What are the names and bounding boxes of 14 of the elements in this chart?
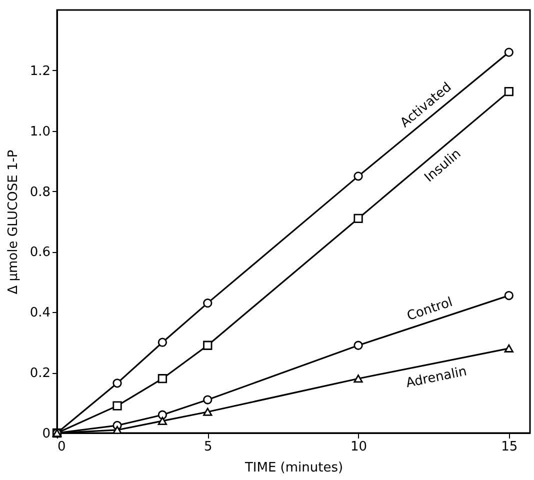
y-axis-title: Δ μmole GLUCOSE 1-P bbox=[6, 150, 21, 294]
x-tick-label: 10 bbox=[350, 440, 368, 454]
y-tick-label: 0.8 bbox=[30, 184, 50, 200]
x-tick-label: 15 bbox=[501, 440, 518, 454]
y-tick-label: 1.0 bbox=[30, 124, 50, 140]
y-tick-label: 1.2 bbox=[30, 64, 50, 79]
y-tick-label: 0 bbox=[42, 426, 50, 442]
y-tick-label: 0.4 bbox=[30, 306, 50, 321]
text: Adrenalin bbox=[404, 364, 468, 392]
y-tick-label: 0.6 bbox=[30, 245, 50, 260]
x-tick-label: 0 bbox=[58, 440, 66, 454]
y-tick-label: 0.2 bbox=[30, 366, 50, 382]
x-tick-label: 5 bbox=[204, 440, 212, 454]
x-axis-title: TIME (minutes) bbox=[244, 460, 344, 476]
